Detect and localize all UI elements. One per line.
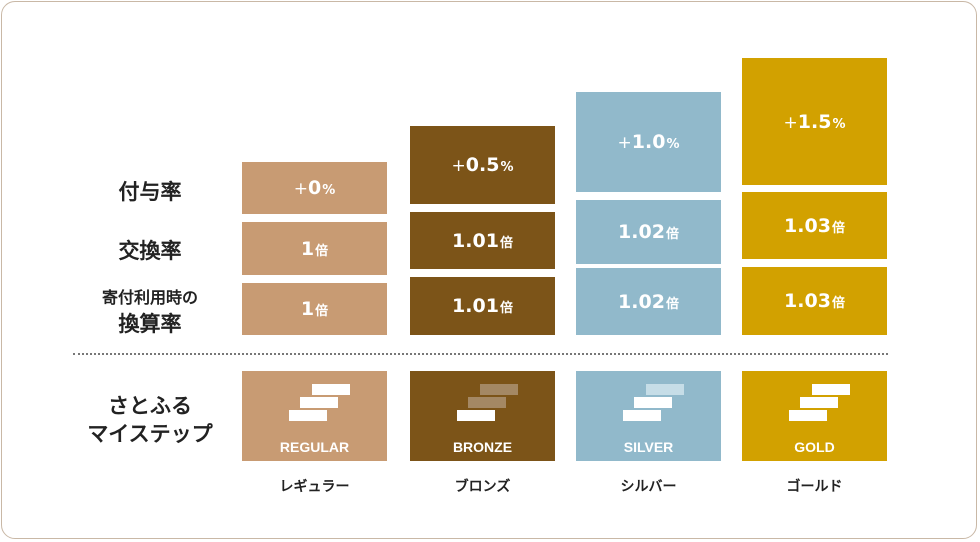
tier-badge-label: SILVER	[623, 439, 674, 455]
times-unit: 倍	[831, 296, 845, 311]
donation-rate-label-line2: 換算率	[118, 312, 182, 336]
gold-grant-rate-cell: +1.5%	[742, 58, 887, 185]
regular-tier-name: レギュラー	[279, 479, 350, 495]
grant-rate-value: 1.0	[631, 131, 666, 153]
dotted-divider	[73, 353, 888, 355]
stair-step	[646, 384, 684, 395]
donation-rate-value: 1.01	[452, 295, 499, 317]
regular-exchange-rate-cell: 1倍	[242, 222, 387, 275]
plus-sign: +	[293, 179, 308, 199]
tier-badge-label: REGULAR	[279, 439, 350, 455]
bronze-tier-name: ブロンズ	[454, 479, 511, 495]
plus-sign: +	[617, 133, 632, 153]
stairs-icon	[457, 384, 519, 422]
regular-donation-rate-cell: 1倍	[242, 283, 387, 335]
gold-donation-rate-cell: 1.03倍	[742, 267, 887, 335]
bronze-tier-badge: BRONZE	[410, 371, 555, 461]
stair-step	[300, 397, 338, 408]
donation-rate-value: 1.03	[784, 290, 831, 312]
stairs-icon	[623, 384, 685, 422]
stair-step	[457, 410, 495, 421]
exchange-rate-label: 交換率	[118, 239, 182, 263]
stair-step	[623, 410, 661, 421]
regular-tier-badge: REGULAR	[242, 371, 387, 461]
times-unit: 倍	[315, 243, 329, 259]
percent-unit: %	[832, 116, 846, 132]
percent-unit: %	[500, 160, 514, 175]
plus-sign: +	[451, 156, 466, 176]
tier-badge-label: GOLD	[794, 439, 835, 455]
regular-grant-rate-cell: +0%	[242, 162, 387, 214]
grant-rate-value: 0.5	[465, 154, 500, 176]
times-unit: 倍	[499, 301, 513, 316]
stairs-icon	[789, 384, 851, 422]
exchange-rate-value: 1.02	[618, 221, 665, 243]
donation-rate-label-line1: 寄付利用時の	[101, 288, 198, 307]
mystep-label-line1: さとふる	[108, 394, 192, 418]
percent-unit: %	[666, 137, 680, 152]
exchange-rate-value: 1	[300, 237, 315, 260]
stair-step	[312, 384, 350, 395]
stair-step	[468, 397, 506, 408]
stair-step	[480, 384, 518, 395]
grant-rate-value: 1.5	[797, 110, 832, 133]
stair-step	[634, 397, 672, 408]
bronze-grant-rate-cell: +0.5%	[410, 126, 555, 204]
gold-tier-name: ゴールド	[786, 479, 843, 495]
bronze-donation-rate-cell: 1.01倍	[410, 277, 555, 335]
exchange-rate-value: 1.01	[452, 229, 499, 252]
bronze-exchange-rate-cell: 1.01倍	[410, 212, 555, 269]
plus-sign: +	[783, 112, 798, 133]
stair-step	[789, 410, 827, 421]
times-unit: 倍	[665, 296, 679, 312]
stair-step	[800, 397, 838, 408]
percent-unit: %	[322, 183, 336, 198]
gold-tier-badge: GOLD	[742, 371, 887, 461]
silver-grant-rate-cell: +1.0%	[576, 92, 721, 192]
donation-rate-value: 1	[300, 298, 315, 320]
grant-rate-value: 0	[307, 177, 322, 199]
silver-tier-badge: SILVER	[576, 371, 721, 461]
stair-step	[812, 384, 850, 395]
stair-step	[289, 410, 327, 421]
tier-badge-label: BRONZE	[452, 439, 513, 455]
times-unit: 倍	[315, 304, 329, 319]
silver-tier-name: シルバー	[620, 479, 677, 495]
times-unit: 倍	[499, 235, 513, 251]
exchange-rate-value: 1.03	[784, 214, 831, 237]
silver-donation-rate-cell: 1.02倍	[576, 268, 721, 335]
times-unit: 倍	[665, 227, 679, 242]
gold-exchange-rate-cell: 1.03倍	[742, 192, 887, 259]
stairs-icon	[289, 384, 351, 422]
grant-rate-label: 付与率	[118, 180, 182, 204]
mystep-label-line2: マイステップ	[87, 422, 213, 446]
silver-exchange-rate-cell: 1.02倍	[576, 200, 721, 264]
times-unit: 倍	[831, 220, 845, 236]
donation-rate-value: 1.02	[618, 290, 665, 313]
